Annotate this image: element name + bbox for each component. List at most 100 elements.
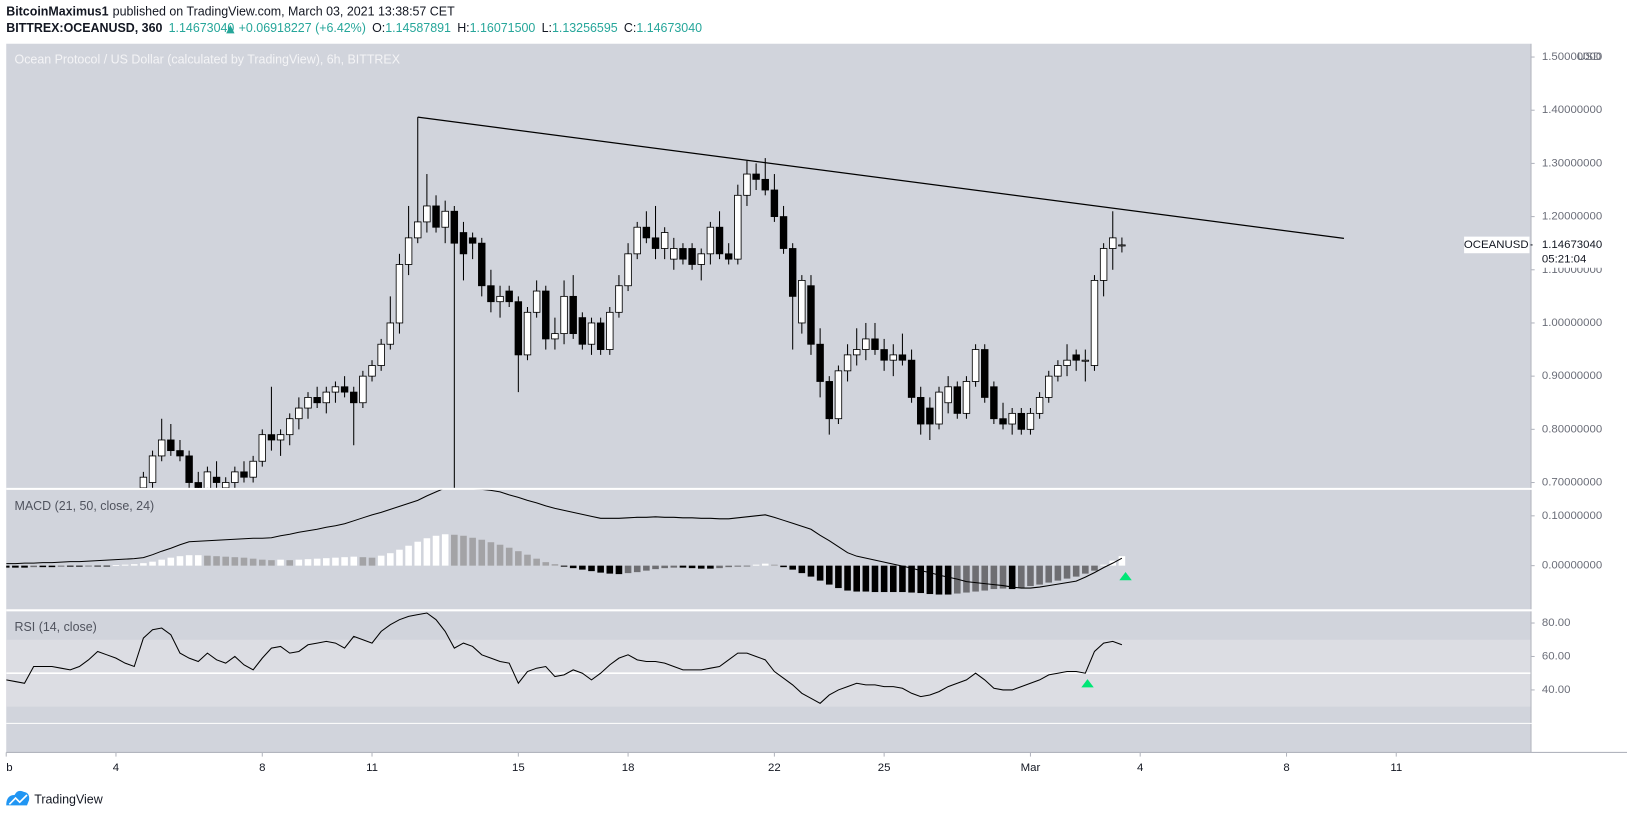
candle-body <box>578 317 587 345</box>
candle-body <box>651 237 660 249</box>
macd-pane <box>6 489 1132 595</box>
macd-histogram-bar <box>1018 565 1025 589</box>
axes: 1.50000000 1.40000000 1.30000000 1.20000000… <box>5 51 1616 774</box>
candle-body <box>157 439 166 457</box>
macd-histogram-bar <box>76 565 83 567</box>
y-tick-label: 0.10000000 <box>1542 510 1602 522</box>
candle-body <box>999 418 1007 425</box>
l-value: 1.13256595 <box>552 21 618 35</box>
y-tick-label: 0.80000000 <box>1542 423 1602 435</box>
candle-body <box>834 370 843 420</box>
candle-body <box>770 189 779 218</box>
candle-body <box>514 301 523 356</box>
candle-body <box>752 173 760 180</box>
macd-histogram-bar <box>1063 565 1071 579</box>
y-tick-label: 1.50000000 <box>1542 51 1602 63</box>
trendline <box>417 116 1345 240</box>
candle-body <box>615 285 623 313</box>
macd-histogram-bar <box>542 562 550 566</box>
x-tick-label: 18 <box>622 762 635 774</box>
macd-histogram-bar <box>487 542 495 566</box>
candle-body <box>798 279 806 324</box>
macd-histogram-bar <box>1054 565 1062 581</box>
macd-histogram-bar <box>862 565 870 592</box>
price-tag-price: 1.14673040 <box>1542 239 1602 251</box>
y-tick-label: 1.30000000 <box>1542 157 1602 169</box>
macd-histogram-bar <box>130 564 138 566</box>
x-tick-label: b <box>6 762 12 774</box>
candle-body <box>395 264 404 324</box>
macd-histogram-bar <box>469 537 476 566</box>
y-tick-label: 0.00000000 <box>1542 560 1602 572</box>
macd-histogram-bar <box>579 565 586 570</box>
macd-histogram-bar <box>588 565 595 572</box>
candle-body <box>1017 412 1026 430</box>
macd-histogram-bar <box>268 560 275 566</box>
candle-body <box>1081 359 1090 362</box>
candle-body <box>496 295 504 303</box>
candle-body <box>807 285 815 345</box>
candle-body <box>523 311 532 356</box>
candle-body <box>1090 279 1099 366</box>
y-tick-label: 1.20000000 <box>1542 211 1602 223</box>
macd-histogram-bar <box>85 565 92 567</box>
x-tick-label: 15 <box>512 762 525 774</box>
candle-body <box>715 226 724 255</box>
macd-histogram-bar <box>286 560 294 566</box>
macd-histogram-bar <box>48 565 56 568</box>
candle-body <box>322 391 331 404</box>
macd-histogram-bar <box>295 559 303 566</box>
macd-histogram-bar <box>606 565 614 574</box>
macd-histogram-bar <box>643 565 650 571</box>
macd-histogram-bar <box>624 565 632 574</box>
macd-histogram-bar <box>1072 565 1080 577</box>
publish-line: BitcoinMaximus1 published on TradingView.… <box>6 5 455 19</box>
macd-histogram-bar <box>533 558 540 566</box>
candle-body <box>468 237 477 244</box>
up-arrow <box>226 25 235 34</box>
y-tick-label: 80.00 <box>1542 617 1571 629</box>
candle-body <box>633 226 641 255</box>
candle-body <box>953 386 962 414</box>
x-tick-label: 11 <box>366 762 378 774</box>
macd-histogram-bar <box>707 565 714 569</box>
o-value: 1.14587891 <box>385 21 451 35</box>
price-tag-symbol: OCEANUSD <box>1464 239 1529 251</box>
macd-histogram-bar <box>368 557 376 566</box>
candle-body <box>542 290 550 340</box>
macd-histogram-bar <box>405 545 412 566</box>
published: published on TradingView.com, March 03, … <box>113 5 455 19</box>
macd-histogram-bar <box>844 565 851 591</box>
x-tick-label: 11 <box>1390 762 1402 774</box>
macd-histogram-bar <box>432 535 440 566</box>
candle-body <box>734 194 742 260</box>
x-tick-label: 8 <box>259 762 265 774</box>
macd-histogram-bar <box>652 565 659 570</box>
x-tick-label: 4 <box>113 762 120 774</box>
candle-body <box>295 407 303 420</box>
macd-histogram-bar <box>963 565 970 593</box>
candle-body <box>981 349 989 398</box>
macd-histogram-bar <box>560 565 568 567</box>
candle-body <box>350 391 358 404</box>
macd-histogram-bar <box>670 565 678 568</box>
candle-body <box>761 178 769 191</box>
macd-histogram-bar <box>999 565 1007 589</box>
macd-histogram-bar <box>716 565 723 569</box>
candle-body <box>1026 412 1035 430</box>
macd-histogram-bar <box>551 564 559 566</box>
macd-histogram-bar <box>304 559 312 566</box>
l-label: L: <box>542 21 552 35</box>
candle-body <box>871 338 879 350</box>
candle-body <box>825 381 833 420</box>
chart-title: Ocean Protocol / US Dollar (calculated b… <box>15 53 401 67</box>
macd-histogram-bar <box>231 557 239 566</box>
price-tag-box <box>1532 236 1616 268</box>
macd-histogram-bar <box>249 558 257 566</box>
macd-histogram-bar <box>679 565 687 568</box>
macd-histogram-bar <box>807 565 815 577</box>
candle-body <box>286 418 294 436</box>
macd-histogram-bar <box>176 556 184 566</box>
